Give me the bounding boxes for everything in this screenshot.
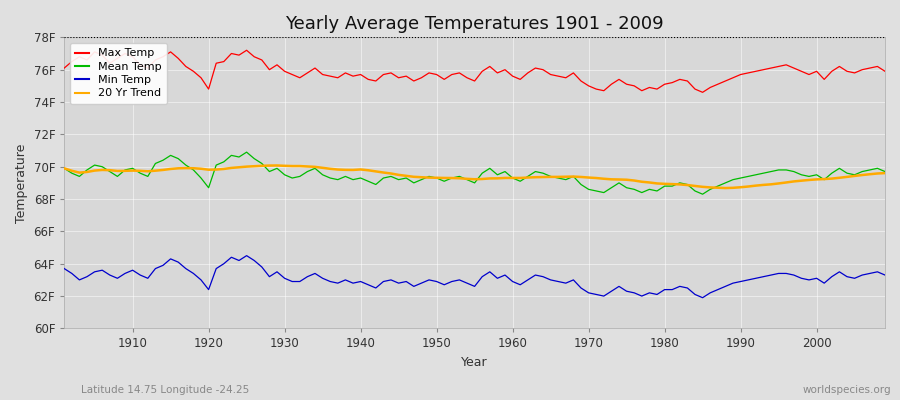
Text: Latitude 14.75 Longitude -24.25: Latitude 14.75 Longitude -24.25 (81, 385, 249, 395)
Y-axis label: Temperature: Temperature (15, 143, 28, 222)
X-axis label: Year: Year (462, 356, 488, 369)
Title: Yearly Average Temperatures 1901 - 2009: Yearly Average Temperatures 1901 - 2009 (285, 15, 664, 33)
Legend: Max Temp, Mean Temp, Min Temp, 20 Yr Trend: Max Temp, Mean Temp, Min Temp, 20 Yr Tre… (70, 43, 166, 104)
Text: worldspecies.org: worldspecies.org (803, 385, 891, 395)
